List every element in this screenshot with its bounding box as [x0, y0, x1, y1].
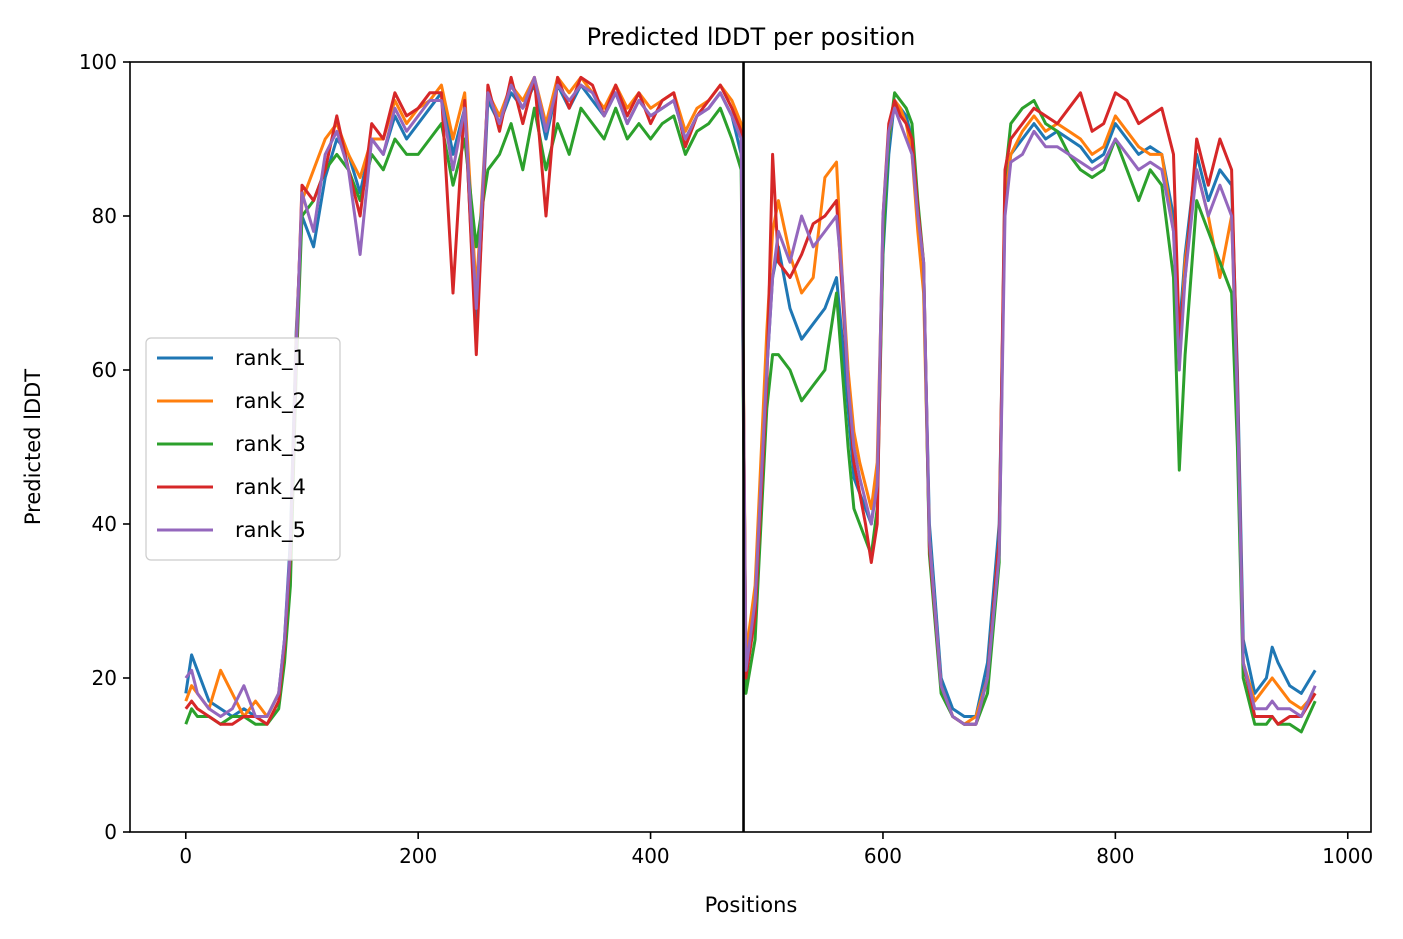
y-tick-label: 100 [79, 50, 117, 74]
legend-box [145, 337, 341, 561]
x-axis: 0 200 400 600 800 1000 [179, 832, 1373, 868]
series-line-rank-5 [184, 75, 1317, 726]
plot-area [184, 62, 1317, 832]
x-tick-label: 800 [1096, 844, 1134, 868]
series-line-rank-4 [184, 75, 1317, 726]
x-tick-label: 0 [179, 844, 192, 868]
y-tick-label: 80 [92, 204, 117, 228]
series-line-rank-3 [184, 91, 1317, 734]
y-axis-label: Predicted lDDT [21, 369, 45, 525]
x-tick-label: 400 [631, 844, 669, 868]
legend-label-rank-3: rank_3 [235, 432, 306, 457]
chart-title: Predicted lDDT per position [587, 23, 916, 51]
y-tick-label: 60 [92, 358, 117, 382]
x-axis-label: Positions [705, 893, 798, 917]
y-tick-label: 0 [104, 820, 117, 844]
legend-label-rank-4: rank_4 [235, 475, 306, 500]
legend-label-rank-1: rank_1 [235, 346, 306, 371]
x-tick-label: 600 [864, 844, 902, 868]
x-tick-label: 200 [399, 844, 437, 868]
y-axis: 0 20 40 60 80 100 [79, 50, 130, 844]
legend-label-rank-5: rank_5 [235, 518, 306, 543]
x-tick-label: 1000 [1322, 844, 1373, 868]
y-tick-label: 40 [92, 512, 117, 536]
legend: rank_1 rank_2 rank_3 rank_4 rank_5 [145, 337, 341, 561]
axes-frame [129, 61, 1372, 833]
legend-label-rank-2: rank_2 [235, 389, 306, 414]
y-tick-label: 20 [92, 666, 117, 690]
